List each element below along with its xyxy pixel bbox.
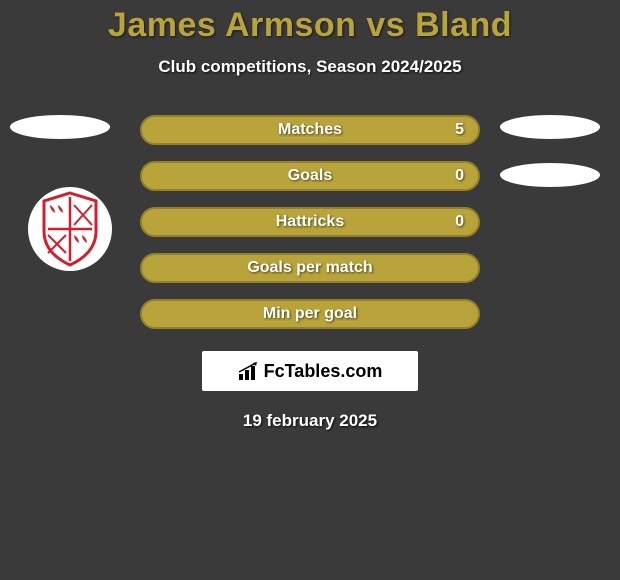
stat-value-right: 0: [455, 167, 464, 185]
stat-label: Min per goal: [263, 305, 357, 323]
snapshot-date: 19 february 2025: [0, 411, 620, 431]
stat-row-hattricks: Hattricks 0: [140, 207, 480, 237]
brand-text: FcTables.com: [264, 361, 383, 382]
stat-row-goals: Goals 0: [140, 161, 480, 191]
stat-row-matches: Matches 5: [140, 115, 480, 145]
stats-block: Matches 5 Goals 0 Hattricks 0 Goals per …: [0, 115, 620, 329]
stat-rows: Matches 5 Goals 0 Hattricks 0 Goals per …: [140, 115, 480, 329]
club-crest: [28, 187, 112, 271]
player-placeholder-left: [10, 115, 110, 139]
stat-label: Matches: [278, 121, 342, 139]
player-placeholder-right-1: [500, 115, 600, 139]
page-title: James Armson vs Bland: [0, 6, 620, 45]
stat-row-min-per-goal: Min per goal: [140, 299, 480, 329]
comparison-card: James Armson vs Bland Club competitions,…: [0, 0, 620, 431]
player-placeholder-right-2: [500, 163, 600, 187]
stat-label: Hattricks: [276, 213, 344, 231]
stat-label: Goals per match: [247, 259, 372, 277]
stat-value-right: 0: [455, 213, 464, 231]
stat-label: Goals: [288, 167, 332, 185]
brand-badge[interactable]: FcTables.com: [202, 351, 418, 391]
stat-value-right: 5: [455, 121, 464, 139]
stat-row-goals-per-match: Goals per match: [140, 253, 480, 283]
crest-shield-icon: [38, 191, 102, 267]
bars-icon: [238, 362, 260, 380]
season-subtitle: Club competitions, Season 2024/2025: [0, 57, 620, 77]
